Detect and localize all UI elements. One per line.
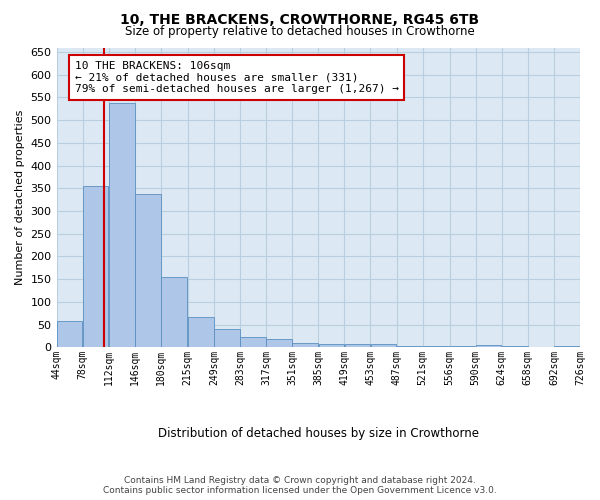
Bar [240,338,266,347]
Text: Contains HM Land Registry data © Crown copyright and database right 2024.
Contai: Contains HM Land Registry data © Crown c… [103,476,497,495]
Bar [423,346,449,348]
Bar [214,329,239,347]
Bar [450,346,475,348]
Bar [502,346,527,348]
Bar [344,344,370,347]
Bar [292,343,318,347]
Text: Size of property relative to detached houses in Crowthorne: Size of property relative to detached ho… [125,25,475,38]
X-axis label: Distribution of detached houses by size in Crowthorne: Distribution of detached houses by size … [158,427,479,440]
Bar [109,104,134,348]
Text: 10, THE BRACKENS, CROWTHORNE, RG45 6TB: 10, THE BRACKENS, CROWTHORNE, RG45 6TB [121,12,479,26]
Bar [188,317,214,348]
Text: 10 THE BRACKENS: 106sqm
← 21% of detached houses are smaller (331)
79% of semi-d: 10 THE BRACKENS: 106sqm ← 21% of detache… [75,61,399,94]
Bar [57,322,82,347]
Bar [83,186,109,348]
Bar [476,346,502,348]
Bar [319,344,344,348]
Y-axis label: Number of detached properties: Number of detached properties [15,110,25,285]
Bar [266,339,292,347]
Bar [135,194,161,348]
Bar [397,346,422,348]
Bar [161,277,187,347]
Bar [554,346,580,348]
Bar [371,344,396,347]
